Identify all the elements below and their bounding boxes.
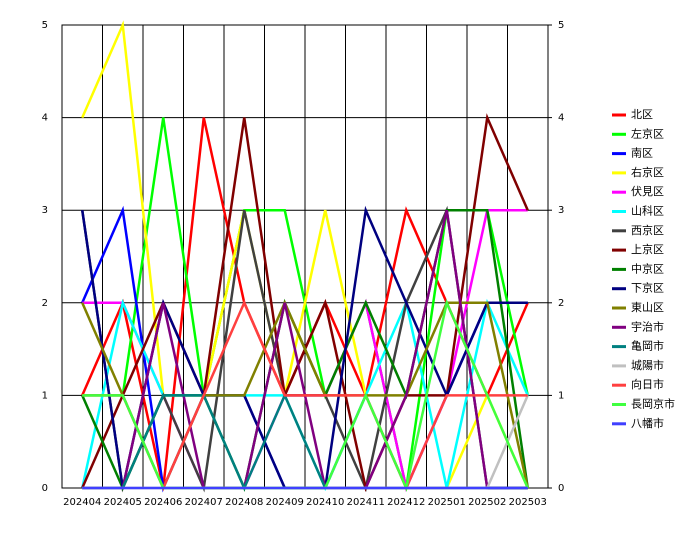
legend-label: 上京区 <box>631 242 664 256</box>
legend-label: 伏見区 <box>631 184 664 198</box>
y-tick-label: 0 <box>42 483 48 494</box>
x-tick-label: 202502 <box>468 497 506 508</box>
legend-label: 山科区 <box>631 204 664 218</box>
legend-label: 中京区 <box>631 261 664 275</box>
legend-label: 長岡京市 <box>631 397 675 411</box>
x-tick-label: 202409 <box>266 497 304 508</box>
y-tick-label: 4 <box>42 113 48 124</box>
x-tick-label: 202406 <box>144 497 182 508</box>
legend-label: 左京区 <box>631 126 664 140</box>
x-tick-label: 202412 <box>387 497 425 508</box>
y2-tick-label: 2 <box>558 298 564 309</box>
y-tick-label: 1 <box>42 390 48 401</box>
x-tick-label: 202501 <box>428 497 466 508</box>
x-tick-label: 202411 <box>347 497 385 508</box>
legend-label: 西京区 <box>631 223 664 237</box>
y-tick-label: 2 <box>42 298 48 309</box>
x-tick-label: 202405 <box>104 497 142 508</box>
legend-label: 向日市 <box>631 377 664 391</box>
x-tick-label: 202503 <box>509 497 547 508</box>
legend-label: 北区 <box>631 108 653 121</box>
x-tick-label: 202410 <box>306 497 344 508</box>
legend-label: 八幡市 <box>631 416 664 430</box>
legend-label: 城陽市 <box>631 358 664 372</box>
y2-tick-label: 3 <box>558 205 564 216</box>
legend-label: 右京区 <box>631 165 664 179</box>
x-tick-label: 202408 <box>225 497 263 508</box>
y2-tick-label: 0 <box>558 483 564 494</box>
y2-tick-label: 5 <box>558 20 564 31</box>
y2-tick-label: 4 <box>558 113 564 124</box>
legend-label: 南区 <box>631 147 653 160</box>
x-tick-label: 202404 <box>63 497 101 508</box>
legend-label: 亀岡市 <box>631 339 664 353</box>
y2-tick-label: 1 <box>558 390 564 401</box>
y-tick-label: 3 <box>42 205 48 216</box>
x-tick-label: 202407 <box>185 497 223 508</box>
legend-label: 宇治市 <box>631 319 664 333</box>
legend-label: 東山区 <box>631 301 664 314</box>
y-tick-label: 5 <box>42 20 48 31</box>
legend-label: 下京区 <box>631 281 664 295</box>
